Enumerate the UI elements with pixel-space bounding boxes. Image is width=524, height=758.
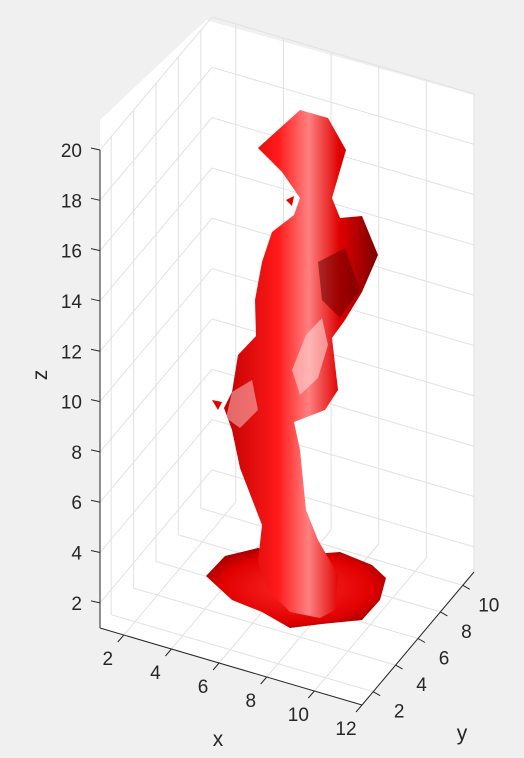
z-tick [90, 550, 101, 554]
y-tick-label: 4 [416, 675, 427, 696]
isosurface [206, 110, 386, 628]
grid-line-y [133, 587, 396, 666]
y-tick [440, 611, 448, 617]
isosurface-fragment [212, 400, 222, 410]
x-axis-label: x [213, 728, 224, 751]
z-tick-label: 16 [61, 242, 82, 263]
grid-line-z [211, 66, 475, 145]
z-tick-label: 14 [61, 292, 83, 313]
x-axis-line [99, 627, 363, 706]
isosurface-highlight [292, 318, 328, 395]
x-tick [117, 634, 125, 643]
z-tick [90, 248, 101, 252]
z-tick [90, 399, 101, 403]
z-tick-label: 4 [71, 544, 82, 565]
z-tick [90, 449, 101, 453]
x-tick-label: 6 [198, 677, 209, 698]
y-tick [417, 638, 426, 643]
x-tick-label: 12 [335, 719, 356, 740]
y-tick-label: 2 [394, 702, 405, 723]
grid-line-z [211, 318, 475, 397]
z-tick-label: 10 [61, 393, 82, 414]
z-tick-label: 20 [61, 141, 82, 162]
z-tick-label: 8 [71, 443, 82, 464]
z-tick-label: 2 [71, 594, 82, 615]
isosurface-shadow [318, 248, 360, 318]
back-wall-left [100, 20, 206, 628]
isosurface-highlight-2 [226, 380, 258, 428]
y-tick-label: 8 [461, 622, 472, 643]
x-tick-label: 2 [103, 649, 114, 670]
z-tick [90, 147, 101, 151]
y-tick [462, 584, 471, 590]
grid-line-z [211, 16, 475, 95]
tick-marks [90, 147, 471, 713]
grid-line-z [211, 167, 475, 246]
x-tick [307, 690, 315, 699]
z-tick [90, 499, 101, 503]
x-tick [212, 662, 220, 671]
y-tick [372, 691, 381, 697]
z-tick [90, 197, 101, 201]
x-tick [355, 704, 363, 713]
z-tick-label: 12 [61, 342, 82, 363]
y-tick-label: 10 [478, 595, 499, 616]
z-axis-label: z [29, 370, 52, 381]
x-tick-label: 4 [150, 663, 161, 684]
z-tick-label: 6 [71, 493, 82, 514]
z-tick [90, 600, 101, 604]
y-tick-label: 6 [439, 649, 450, 670]
z-tick [90, 348, 101, 352]
x-tick [260, 676, 268, 685]
y-tick [395, 664, 403, 670]
grid-line-y [111, 614, 374, 693]
x-tick-label: 8 [245, 691, 256, 712]
x-tick-label: 10 [288, 705, 309, 726]
y-axis-label: y [457, 722, 468, 745]
isosurface-fragment-2 [286, 196, 294, 206]
grid-line-y [200, 507, 463, 586]
x-tick [165, 648, 172, 657]
z-tick [90, 298, 101, 302]
grid-lines [99, 16, 475, 706]
z-tick-label: 18 [61, 191, 82, 212]
